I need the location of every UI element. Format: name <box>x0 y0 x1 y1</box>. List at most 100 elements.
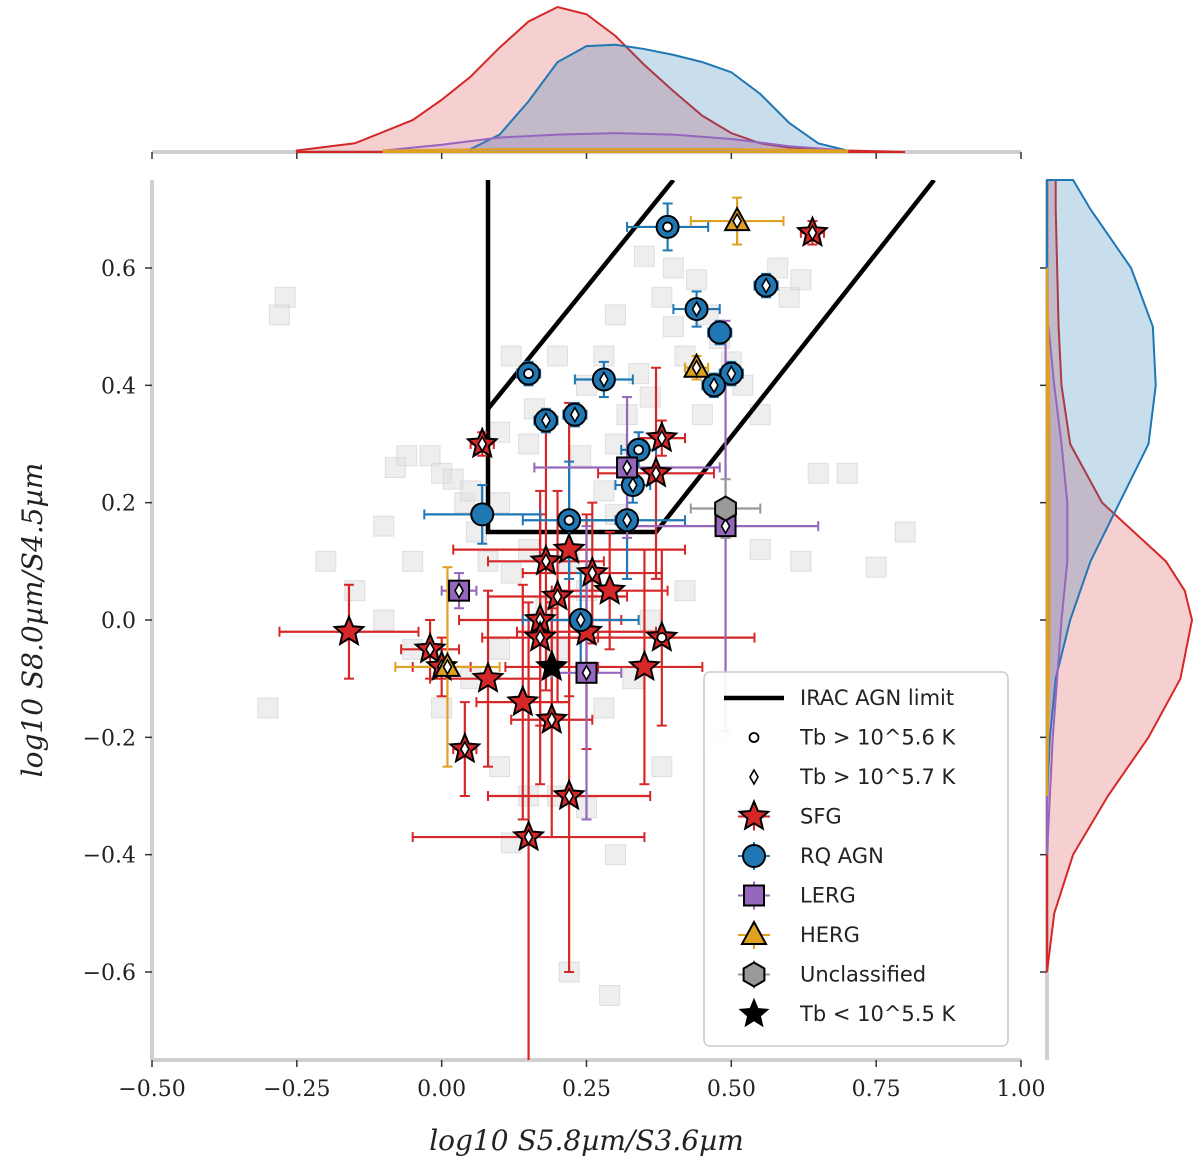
background-source-point <box>778 286 800 308</box>
low-tb-star-point <box>534 649 569 682</box>
background-source-point <box>431 697 453 719</box>
tb-diamond-marker <box>622 511 632 529</box>
tb-diamond-marker <box>622 458 632 477</box>
background-source-point <box>593 480 615 502</box>
legend-unclassified-swatch <box>742 961 766 988</box>
background-source-point <box>651 756 673 778</box>
tb-circle-marker <box>662 221 674 233</box>
background-source-point <box>396 445 418 467</box>
background-source-point <box>662 257 684 279</box>
background-source-point <box>790 269 812 291</box>
background-source-point <box>604 433 626 455</box>
legend-irac-agn-limit-label: IRAC AGN limit <box>800 686 954 710</box>
rq-agn-point <box>470 502 495 527</box>
legend-lerg-label: LERG <box>800 884 856 908</box>
tb-diamond-marker <box>598 370 609 389</box>
background-source-point <box>633 245 655 267</box>
tb-diamond-marker <box>761 276 772 295</box>
tb-diamond-marker <box>459 740 470 758</box>
right-kde-herg <box>1046 267 1051 797</box>
tb-diamond-marker <box>425 640 436 658</box>
x-tick-label: 0.00 <box>417 1077 466 1102</box>
tb-diamond-marker <box>587 564 598 582</box>
y-tick-label: 0.2 <box>101 492 136 517</box>
x-tick-label: 0.50 <box>707 1077 756 1102</box>
background-source-point <box>865 556 887 578</box>
tb-diamond-marker <box>581 664 592 682</box>
background-source-point <box>749 539 771 561</box>
background-source-point <box>628 363 650 385</box>
legend-tb-10-5-6-k-swatch <box>748 732 760 743</box>
tb-circle-marker <box>656 632 668 643</box>
unclassified-point <box>714 495 737 522</box>
background-source-point <box>836 462 858 484</box>
legend-tb-10-5-5-k-label: Tb < 10^5.5 K <box>799 1002 956 1026</box>
background-source-point <box>518 433 540 455</box>
background-source-point <box>500 562 522 584</box>
sfg-point <box>592 573 627 605</box>
x-tick-label: −0.25 <box>263 1077 330 1102</box>
tb-diamond-marker <box>569 406 580 424</box>
rq-agn-point <box>707 320 732 345</box>
tb-diamond-marker <box>720 517 731 535</box>
legend-rq-agn-label: RQ AGN <box>800 844 884 868</box>
background-source-point <box>807 462 829 484</box>
background-source-point <box>639 609 661 631</box>
background-source-point <box>373 609 395 631</box>
x-tick-label: 0.75 <box>852 1077 901 1102</box>
legend-tb-10-5-6-k-label: Tb > 10^5.6 K <box>799 726 956 750</box>
tb-circle-marker <box>633 444 645 456</box>
x-tick-label: −0.50 <box>118 1077 185 1102</box>
y-tick-label: −0.4 <box>83 844 136 869</box>
y-tick-label: 0.0 <box>101 609 136 634</box>
background-source-point <box>599 984 621 1006</box>
x-tick-label: 1.00 <box>997 1077 1046 1102</box>
plot-area <box>257 180 936 1060</box>
x-tick-label: 0.25 <box>562 1077 611 1102</box>
background-source-point <box>639 386 661 408</box>
tb-diamond-marker <box>807 224 818 242</box>
legend-tb-10-5-7-k-label: Tb > 10^5.7 K <box>799 765 956 789</box>
tb-diamond-marker <box>535 628 546 647</box>
background-source-point <box>373 515 395 537</box>
top-kde-rq-agn <box>469 43 849 153</box>
legend-box <box>703 671 1009 1047</box>
legend-lerg-swatch <box>743 884 765 907</box>
right-kde-sfg <box>1046 179 1194 973</box>
tb-diamond-marker <box>691 359 702 377</box>
top-kde-sfg <box>295 5 906 153</box>
background-source-point <box>460 480 482 502</box>
tb-diamond-marker <box>732 212 743 230</box>
irac-agn-limit-line <box>485 180 936 535</box>
sfg-point <box>552 531 586 564</box>
legend-tb-10-5-5-k-swatch <box>738 997 770 1028</box>
background-source-point <box>593 697 615 719</box>
background-source-point <box>674 580 696 602</box>
tb-diamond-marker <box>552 587 563 606</box>
background-source-point <box>442 468 464 490</box>
background-source-point <box>500 345 522 367</box>
tb-diamond-marker <box>627 476 638 494</box>
legend-tb-10-5-7-k-swatch <box>749 768 759 786</box>
sfg-point <box>471 661 505 693</box>
top-kde-herg <box>382 148 849 153</box>
background-source-point <box>686 269 708 291</box>
tb-circle-marker <box>523 368 534 380</box>
background-source-point <box>662 316 684 338</box>
tb-diamond-marker <box>523 828 534 846</box>
background-source-point <box>790 550 812 572</box>
background-source-point <box>344 580 366 602</box>
legend-unclassified-label: Unclassified <box>800 963 926 987</box>
sfg-point <box>506 684 540 717</box>
legend-herg-label: HERG <box>800 923 860 947</box>
legend-sfg-swatch <box>737 798 771 831</box>
y-tick-label: 0.4 <box>101 374 136 399</box>
y-axis-label: log10 S8.0µm/S4.5µm <box>16 463 49 778</box>
tb-diamond-marker <box>442 658 453 676</box>
x-axis-label: log10 S5.8µm/S3.6µm <box>429 1124 744 1157</box>
tb-diamond-marker <box>651 464 661 482</box>
tb-circle-marker <box>563 514 575 526</box>
tb-diamond-marker <box>575 611 586 629</box>
tb-diamond-marker <box>726 364 737 383</box>
